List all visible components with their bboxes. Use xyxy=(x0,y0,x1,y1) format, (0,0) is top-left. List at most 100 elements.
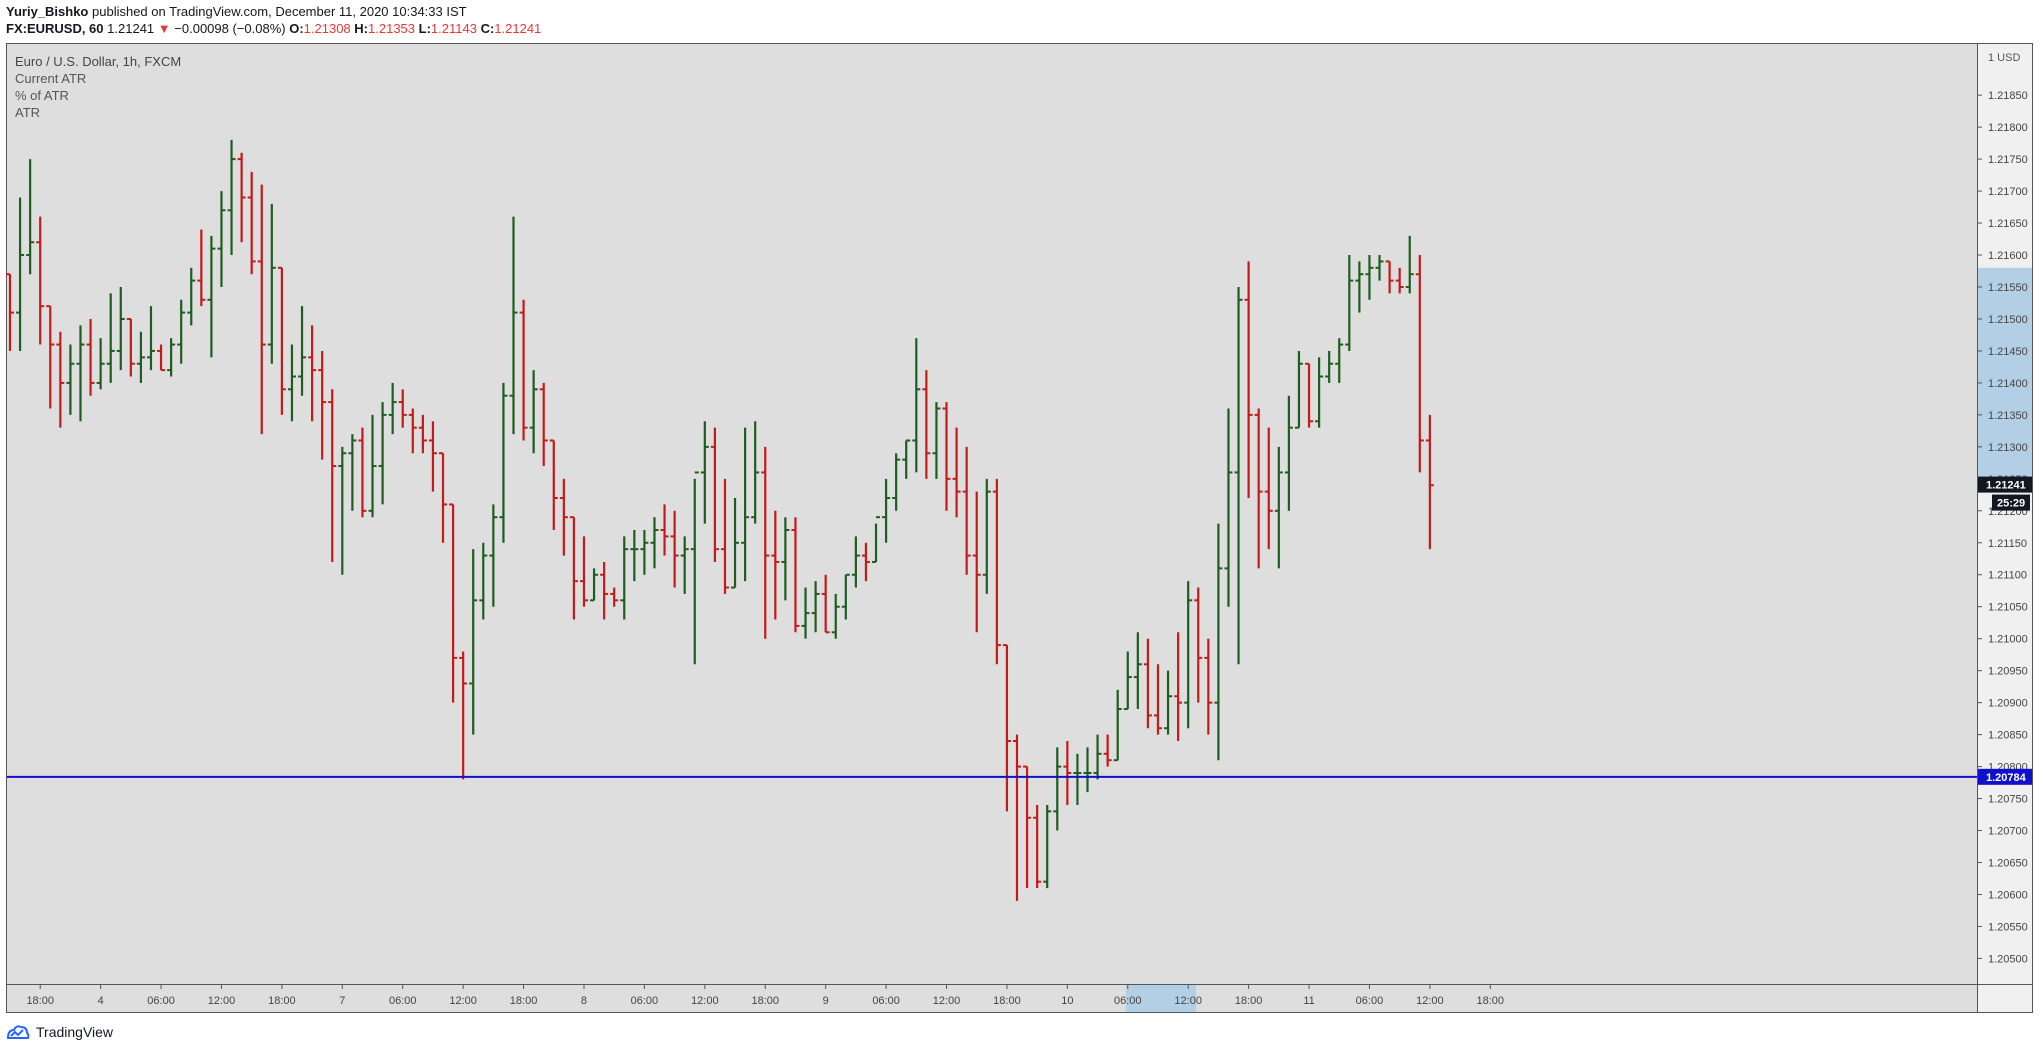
time-tick-label: 12:00 xyxy=(449,995,477,1007)
horizontal-line-price-badge xyxy=(1978,768,2032,785)
legend-percent-atr: % of ATR xyxy=(15,88,69,103)
ohlc-bar xyxy=(731,498,740,589)
ohlc-bar xyxy=(287,344,296,422)
ohlc-bar xyxy=(1002,644,1011,812)
ohlc-bar xyxy=(247,171,256,275)
ohlc-bar xyxy=(177,299,186,364)
ohlc-bar xyxy=(227,139,236,256)
ohlc-bar xyxy=(650,517,659,569)
ohlc-bar xyxy=(1194,587,1203,703)
ohlc-bar xyxy=(821,574,830,634)
ohlc-bar xyxy=(831,593,840,639)
ohlc-bar xyxy=(1224,408,1233,607)
chart-legend: Euro / U.S. Dollar, 1h, FXCM Current ATR… xyxy=(15,53,181,121)
ohlc-bar xyxy=(1013,734,1021,901)
ohlc-bar xyxy=(46,305,55,409)
ohlc-bar xyxy=(1305,362,1314,428)
price-tick-label: 1.21450 xyxy=(1988,346,2028,358)
ohlc-bar xyxy=(489,504,498,607)
ohlc-bar xyxy=(620,536,629,620)
ohlc-bar xyxy=(509,216,518,435)
close-value: 1.21241 xyxy=(494,21,542,36)
time-tick-label: 18:00 xyxy=(510,995,538,1007)
ohlc-bar xyxy=(6,273,14,351)
ohlc-bar xyxy=(761,446,770,639)
ohlc-bar xyxy=(952,427,961,518)
ohlc-bar xyxy=(217,191,226,287)
ohlc-bar xyxy=(167,338,176,377)
ohlc-bar xyxy=(872,516,881,563)
time-tick-label: 8 xyxy=(581,995,587,1007)
ohlc-bar xyxy=(902,439,911,479)
legend-current-atr: Current ATR xyxy=(15,71,87,86)
ohlc-bar xyxy=(1184,581,1193,729)
ohlc-bar xyxy=(459,651,468,780)
ohlc-bar xyxy=(932,402,941,479)
ohlc-bar xyxy=(539,382,548,467)
author-name[interactable]: Yuriy_Bishko xyxy=(6,4,89,19)
ohlc-bar xyxy=(1043,804,1052,889)
ohlc-bar xyxy=(720,478,729,594)
time-tick-label: 06:00 xyxy=(1356,995,1384,1007)
ohlc-bar xyxy=(660,504,669,556)
footer-brand[interactable]: TradingView xyxy=(6,1024,113,1040)
ohlc-bar xyxy=(1023,765,1032,889)
ohlc-bar xyxy=(277,266,286,415)
ohlc-bar xyxy=(1254,408,1263,569)
symbol-label: FX:EURUSD, 60 xyxy=(6,21,104,36)
time-tick-label: 18:00 xyxy=(993,995,1021,1007)
time-tick-label: 7 xyxy=(339,995,345,1007)
ohlc-bar xyxy=(368,414,377,518)
ohlc-bar xyxy=(1274,446,1283,569)
price-tick-label: 1.20850 xyxy=(1988,730,2028,742)
price-tick-label: 1.21500 xyxy=(1988,314,2028,326)
low-label: L: xyxy=(418,21,431,36)
ohlc-bar xyxy=(771,510,780,620)
time-tick-label: 12:00 xyxy=(933,995,961,1007)
ohlc-bar xyxy=(781,517,790,601)
ohlc-bar xyxy=(237,152,246,243)
price-tick-label: 1.21550 xyxy=(1988,282,2028,294)
ohlc-bar xyxy=(741,427,750,582)
ohlc-bar xyxy=(308,325,317,422)
ohlc-bar xyxy=(26,159,35,275)
ohlc-bar xyxy=(801,587,810,639)
ohlc-bar xyxy=(751,421,760,524)
ohlc-bar xyxy=(922,370,931,479)
ohlc-bar xyxy=(1415,255,1424,473)
open-value: 1.21308 xyxy=(303,21,351,36)
ohlc-bar xyxy=(700,421,709,524)
ohlc-bar xyxy=(1385,260,1394,294)
price-tick-label: 1.21000 xyxy=(1988,634,2028,646)
time-tick-label: 9 xyxy=(823,995,829,1007)
time-tick-label: 12:00 xyxy=(1416,995,1444,1007)
ohlc-bar xyxy=(1063,741,1072,805)
price-tick-label: 1.21600 xyxy=(1988,250,2028,262)
ohlc-bar xyxy=(892,453,901,511)
ohlc-bar xyxy=(1284,395,1293,511)
price-tick-label: 1.21750 xyxy=(1988,154,2028,166)
plot-area[interactable] xyxy=(7,44,1977,1012)
ohlc-bar xyxy=(670,510,679,588)
time-tick-label: 12:00 xyxy=(208,995,236,1007)
ohlc-bar xyxy=(1335,338,1344,383)
ohlc-bar xyxy=(157,344,166,372)
down-arrow-icon: ▼ xyxy=(157,21,171,36)
ohlc-bar xyxy=(630,529,639,582)
ohlc-bar xyxy=(942,402,951,511)
ohlc-bar xyxy=(479,542,488,620)
ohlc-bar xyxy=(600,561,609,620)
high-value: 1.21353 xyxy=(368,21,416,36)
high-label: H: xyxy=(354,21,369,36)
ohlc-bar xyxy=(1234,286,1243,665)
ohlc-bar xyxy=(1053,747,1062,831)
ohlc-bar xyxy=(1164,670,1173,735)
ohlc-header: FX:EURUSD, 60 1.21241 ▼ −0.00098 (−0.08%… xyxy=(6,21,541,36)
ohlc-bar xyxy=(1083,747,1092,793)
footer-brand-label: TradingView xyxy=(36,1024,114,1040)
time-tick-label: 06:00 xyxy=(872,995,900,1007)
price-axis-area[interactable] xyxy=(1977,44,2032,1012)
ohlc-bar xyxy=(116,286,125,371)
price-tick-label: 1.20500 xyxy=(1988,953,2028,965)
